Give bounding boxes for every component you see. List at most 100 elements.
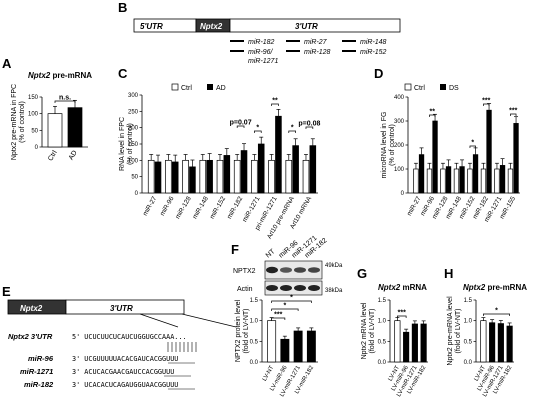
bar-ad-9 — [309, 145, 317, 194]
panel-letter-h: H — [444, 266, 453, 281]
bar-ds-4 — [472, 154, 479, 194]
site-mir-152: miR-152 — [360, 49, 387, 56]
bar-ad-0 — [154, 161, 162, 194]
legend-swatch-ctrl — [404, 83, 412, 91]
significance-label: *** — [482, 98, 490, 105]
bar-ctrl-0 — [147, 159, 155, 194]
bar-ds-2 — [445, 166, 452, 194]
utr5-label: 5'UTR — [140, 22, 163, 31]
y-tick-label: 0.5 — [250, 339, 259, 345]
panel-letter-a: A — [2, 56, 12, 71]
panel-d: D Ctrl DS 0 100 200 300 400 microRNA level in… — [374, 66, 520, 223]
chart-h: 0.0 0.5 1.0 1.5 Nptx2 pre-mRNA level (fold of… — [447, 296, 514, 398]
panel-a: A Nptx2 pre-mRNA 0 50 100 150 Nptx2 pre-mRNA… — [2, 56, 92, 162]
bar-ad-6 — [257, 143, 265, 194]
blot-actin — [264, 280, 323, 296]
bar-ctrl-3 — [453, 168, 460, 194]
blot-band — [266, 285, 278, 291]
y-tick-label: 200 — [128, 126, 139, 132]
x-tick-label: miR-96 — [159, 195, 176, 217]
utr3-label: 3'UTR — [110, 304, 133, 313]
bar-ctrl-9 — [302, 159, 310, 194]
significance-label: * — [291, 125, 294, 132]
panel-letter-c: C — [118, 66, 128, 81]
significance-bracket — [271, 317, 286, 320]
y-tick-label: 0.5 — [464, 339, 473, 345]
bar-2 — [497, 323, 504, 363]
significance-bracket — [236, 125, 245, 128]
bar-3 — [506, 325, 513, 363]
bar-ctrl-4 — [467, 168, 473, 194]
bar-0 — [267, 320, 277, 363]
bar-ctrl-1 — [426, 168, 433, 194]
blot-row-nptx2: NPTX2 — [233, 268, 256, 275]
blot-band — [294, 285, 306, 291]
bar-ad-8 — [292, 145, 299, 194]
y-tick-label: 1.5 — [464, 298, 473, 304]
bar-ds-0 — [418, 154, 425, 194]
legend-label-ctrl: Ctrl — [414, 85, 425, 92]
panel-b: B 5'UTR Nptx2 3'UTR miR-182 miR-27 miR-1… — [118, 0, 401, 65]
blot-band — [280, 267, 292, 273]
marker-49kda: 49kDa — [325, 263, 343, 269]
legend-label-ds: DS — [449, 85, 459, 92]
blot-nptx2 — [264, 260, 323, 280]
y-tick-label: 150 — [28, 95, 39, 101]
bar-ctrl-7 — [507, 168, 514, 194]
significance-bracket — [305, 126, 314, 129]
significance-label: *** — [509, 108, 517, 115]
site-mir-128: miR-128 — [304, 49, 331, 56]
bar-ctrl-3 — [199, 159, 207, 194]
bar-ad-1 — [171, 161, 179, 194]
significance-bracket — [254, 130, 262, 133]
x-tick-label: miR-148 — [192, 195, 211, 220]
utr3-box — [65, 299, 185, 315]
gene-label: Nptx2 — [200, 22, 223, 31]
y-axis-label-unit: (fold of LV-NT) — [243, 309, 250, 354]
bar-ctrl-2 — [182, 159, 189, 194]
significance-label: p=0.08 — [298, 121, 320, 128]
y-tick-label: 0 — [401, 191, 405, 197]
bar-ctrl-5 — [233, 159, 241, 194]
y-tick-label: 1.5 — [250, 298, 259, 304]
utr3-label: 3'UTR — [295, 22, 318, 31]
significance-label: ** — [430, 109, 436, 116]
utr3-box — [229, 18, 401, 33]
y-tick-label: 1.0 — [378, 319, 387, 325]
significance-bracket — [271, 308, 299, 311]
significance-bracket — [397, 315, 407, 318]
significance-label: ** — [272, 98, 278, 105]
bar-3 — [306, 330, 316, 363]
bar-ad — [67, 107, 83, 148]
legend-label-ad: AD — [216, 85, 226, 92]
significance-label: *** — [274, 312, 282, 319]
x-tick-label: AD — [68, 150, 79, 162]
y-tick-label: 100 — [28, 112, 39, 118]
panel-g: G Nptx2 mRNA 0.0 0.5 1.0 1.5 Nptx2 mRNA leve… — [357, 266, 428, 398]
bar-ctrl — [47, 113, 63, 148]
bar-ctrl-6 — [251, 159, 258, 194]
seq-label-mir-1271: miR-1271 — [20, 367, 53, 376]
x-tick-label: miR-128 — [174, 195, 193, 220]
bar-2 — [293, 330, 303, 363]
y-tick-label: 1.0 — [464, 319, 473, 325]
legend-swatch-ad — [207, 84, 213, 90]
significance-bracket — [271, 300, 312, 303]
panel-letter-b: B — [118, 0, 127, 15]
bar-ad-2 — [189, 166, 196, 194]
bar-0 — [480, 320, 487, 363]
bar-ds-3 — [459, 166, 465, 194]
bar-ctrl-0 — [413, 168, 419, 194]
y-axis-label-unit: (fold of LV-NT) — [455, 309, 462, 354]
bar-ctrl-2 — [440, 168, 446, 194]
x-tick-label: miR-27 — [142, 195, 159, 217]
chart-c: 0 50 100 150 200 250 300 RNA level in FPC (% of … — [119, 93, 320, 240]
panel-letter-e: E — [2, 284, 11, 299]
significance-bracket — [483, 103, 490, 106]
significance-bracket — [429, 114, 436, 117]
marker-38kda: 38kDa — [325, 288, 343, 294]
y-tick-label: 400 — [394, 95, 405, 101]
seq-label-mir-182: miR-182 — [24, 380, 54, 389]
y-tick-label: 100 — [128, 158, 139, 164]
seq-label-mir-96: miR-96 — [28, 354, 54, 363]
